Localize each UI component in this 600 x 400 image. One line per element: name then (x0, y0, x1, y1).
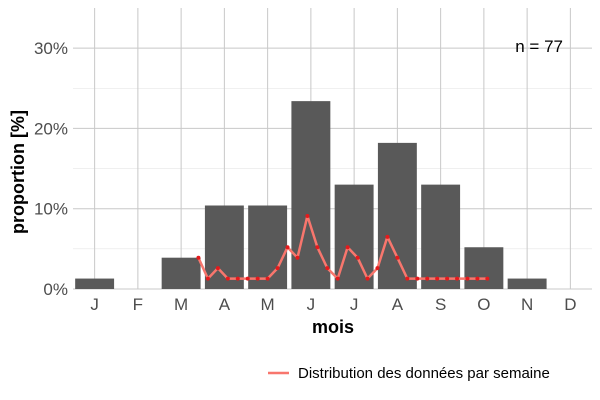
weekly-point (475, 276, 480, 281)
y-tick-label: 20% (34, 119, 68, 138)
legend-label: Distribution des données par semaine (298, 365, 550, 382)
bar-m-2 (161, 257, 201, 289)
x-tick-label: F (133, 295, 143, 314)
y-tick-label: 10% (34, 200, 68, 219)
bar-a-7 (377, 142, 417, 289)
weekly-point (435, 276, 440, 281)
x-tick-label: N (521, 295, 533, 314)
x-tick-label: M (174, 295, 188, 314)
x-tick-label: A (392, 295, 404, 314)
y-tick-labels: 0% 10% 20% 30% (34, 39, 68, 299)
weekly-point (345, 245, 350, 250)
weekly-point (445, 276, 450, 281)
weekly-point (275, 266, 280, 271)
weekly-point (205, 276, 210, 281)
weekly-point (285, 245, 290, 250)
x-axis-title: mois (312, 317, 354, 337)
weekly-point (365, 276, 370, 281)
weekly-point (325, 266, 330, 271)
weekly-point (405, 276, 410, 281)
weekly-point (465, 276, 470, 281)
weekly-point (265, 276, 270, 281)
y-tick-label: 30% (34, 39, 68, 58)
weekly-point (255, 276, 260, 281)
grid (73, 8, 592, 290)
weekly-point (385, 234, 390, 239)
weekly-point (196, 255, 201, 260)
y-tick-label: 0% (43, 280, 68, 299)
x-tick-label: M (261, 295, 275, 314)
weekly-point (415, 276, 420, 281)
weekly-point (335, 276, 340, 281)
bar-j-0 (75, 278, 115, 289)
x-tick-label: O (477, 295, 490, 314)
weekly-point (235, 276, 240, 281)
weekly-point (425, 276, 430, 281)
weekly-point (395, 255, 400, 260)
legend: Distribution des données par semaine (268, 365, 550, 382)
weekly-point (485, 276, 490, 281)
sample-size-annotation: n = 77 (515, 37, 563, 56)
bar-m-4 (248, 205, 288, 289)
x-tick-label: J (90, 295, 99, 314)
x-tick-label: D (564, 295, 576, 314)
x-tick-label: S (435, 295, 446, 314)
y-axis-title: proportion [%] (8, 110, 28, 234)
weekly-line-layer (196, 213, 490, 281)
weekly-point (215, 266, 220, 271)
weekly-point (225, 276, 230, 281)
weekly-point (305, 213, 310, 218)
weekly-point (455, 276, 460, 281)
weekly-point (375, 266, 380, 271)
bars (75, 101, 547, 289)
x-tick-label: J (350, 295, 359, 314)
bar-s-8 (421, 184, 461, 289)
weekly-point (355, 255, 360, 260)
bar-n-10 (507, 278, 547, 289)
bar-o-9 (464, 247, 504, 289)
x-tick-label: A (219, 295, 231, 314)
weekly-point (245, 276, 250, 281)
weekly-point (295, 255, 300, 260)
weekly-point (315, 245, 320, 250)
x-tick-label: J (307, 295, 316, 314)
